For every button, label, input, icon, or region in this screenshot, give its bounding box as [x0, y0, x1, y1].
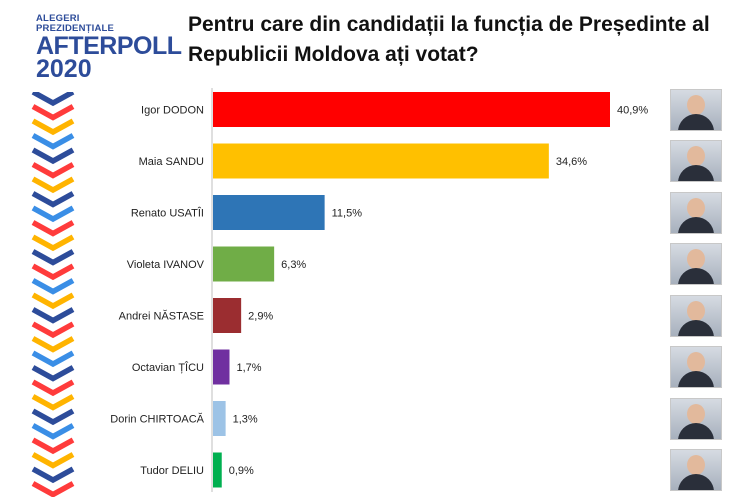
- candidate-photo-ivanov: [670, 243, 722, 285]
- candidate-photo-ticu: [670, 346, 722, 388]
- bar: [213, 298, 242, 333]
- chevron-decoration: [31, 118, 75, 136]
- chevron-decoration: [31, 205, 75, 223]
- value-label: 6,3%: [281, 259, 306, 271]
- chevron-decoration: [31, 394, 75, 411]
- afterpoll-logo: ALEGERI PREZIDENȚIALE AFTERPOLL 2020: [36, 13, 182, 83]
- logo-line-year: 2020: [36, 55, 92, 83]
- bar: [213, 143, 549, 179]
- bar: [213, 195, 325, 230]
- chevron-decoration: [31, 452, 75, 469]
- chevron-decoration: [31, 263, 75, 281]
- value-label: 40,9%: [617, 105, 648, 117]
- value-label: 2,9%: [248, 311, 273, 323]
- category-label: Andrei NĂSTASE: [119, 310, 204, 323]
- candidate-photo-chirtoaca: [670, 397, 722, 440]
- bar: [213, 452, 222, 488]
- category-label: Dorin CHIRTOACĂ: [110, 413, 204, 426]
- chevron-decoration: [31, 481, 75, 497]
- logo-line-prezidentiale: PREZIDENȚIALE: [36, 23, 115, 34]
- chevron-decoration: [31, 350, 75, 368]
- chevron-decoration: [31, 191, 75, 208]
- chevron-decoration: [31, 336, 75, 353]
- category-label: Renato USATÎI: [131, 207, 204, 220]
- logo-line-alegeri: ALEGERI: [36, 13, 80, 24]
- chevron-decoration: [31, 133, 75, 150]
- chevron-decoration: [31, 292, 75, 310]
- chevron-decoration: [31, 278, 75, 295]
- chevron-decoration: [31, 176, 75, 194]
- category-label: Violeta IVANOV: [127, 259, 205, 271]
- chevron-decoration: [31, 365, 75, 382]
- value-label: 1,7%: [237, 362, 262, 374]
- value-label: 34,6%: [556, 156, 587, 168]
- chevron-decoration: [31, 408, 75, 426]
- bar: [213, 349, 230, 385]
- category-label: Octavian ȚÎCU: [132, 361, 204, 374]
- chevron-decoration: [31, 234, 75, 252]
- chevron-decoration: [31, 466, 75, 484]
- category-label: Maia SANDU: [139, 156, 204, 168]
- chevron-decoration: [31, 321, 75, 339]
- candidate-photo-sandu: [670, 140, 722, 182]
- bar: [213, 401, 226, 436]
- chevron-decoration: [31, 249, 75, 266]
- candidate-photo-nastase: [670, 294, 722, 337]
- candidate-photo-dodon: [670, 88, 722, 131]
- chart-title: Pentru care din candidații la funcția de…: [188, 13, 710, 66]
- category-label: Tudor DELIU: [140, 465, 204, 477]
- chevron-decoration: [31, 437, 75, 455]
- value-label: 0,9%: [229, 465, 254, 477]
- decorative-chevron-stripe: [31, 92, 75, 497]
- bar: [213, 246, 275, 282]
- chevron-decoration: [31, 423, 75, 440]
- value-label: 1,3%: [233, 414, 258, 426]
- chevron-decoration: [31, 162, 75, 179]
- value-label: 11,5%: [332, 208, 363, 220]
- category-label: Igor DODON: [141, 105, 204, 117]
- chevron-decoration: [31, 220, 75, 237]
- candidate-photo-usatii: [670, 191, 722, 234]
- chevron-decoration: [31, 307, 75, 324]
- candidate-photo-deliu: [670, 449, 722, 491]
- chevron-decoration: [31, 147, 75, 165]
- logo-line-afterpoll: AFTERPOLL: [36, 32, 182, 60]
- chevron-decoration: [31, 379, 75, 397]
- chevron-decoration: [31, 104, 75, 121]
- chevron-decoration: [31, 92, 75, 107]
- bar: [213, 92, 610, 127]
